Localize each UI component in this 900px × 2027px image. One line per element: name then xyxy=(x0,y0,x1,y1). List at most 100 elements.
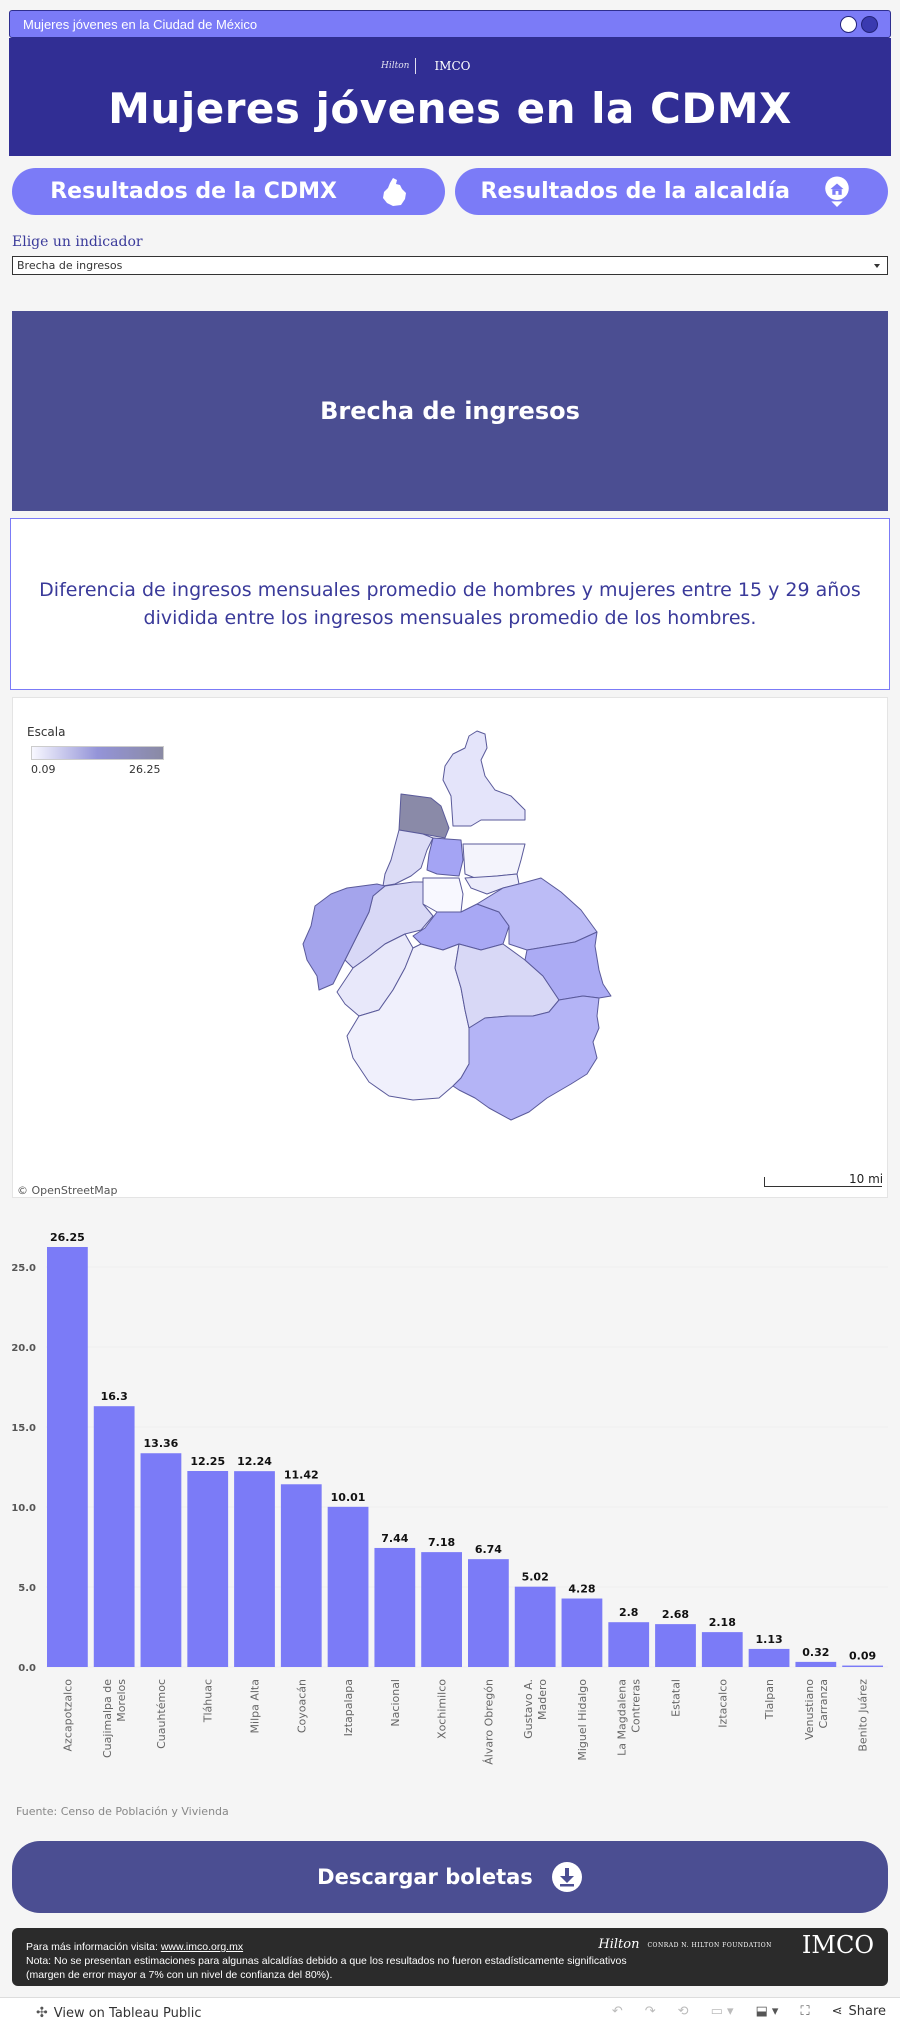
bar[interactable] xyxy=(280,1484,322,1667)
legend-max-label: 26.25 xyxy=(129,763,161,776)
view-on-tableau-label: View on Tableau Public xyxy=(53,2005,202,2021)
header-logos: Hilton IMCO xyxy=(381,58,470,74)
bar[interactable] xyxy=(93,1406,135,1667)
window-title: Mujeres jóvenes en la Ciudad de México xyxy=(23,16,258,32)
download-reports-button[interactable]: Descargar boletas xyxy=(12,1841,888,1913)
bar[interactable] xyxy=(748,1648,790,1667)
map-attribution[interactable]: © OpenStreetMap xyxy=(17,1184,118,1197)
map-region-venustiano-carranza xyxy=(462,843,526,879)
bar-value-label: 7.18 xyxy=(428,1536,455,1549)
bar-value-label: 26.25 xyxy=(50,1231,85,1244)
bar[interactable] xyxy=(47,1247,88,1667)
y-tick-label: 15.0 xyxy=(11,1423,36,1434)
alcaldias-map-shapes[interactable] xyxy=(13,698,889,1199)
bar-value-label: 11.42 xyxy=(284,1468,319,1481)
bar[interactable] xyxy=(561,1598,603,1667)
indicator-selector-label: Elige un indicador xyxy=(12,234,143,250)
undo-icon[interactable]: ↶ xyxy=(611,2004,623,2019)
x-tick-label: Azcapotzalco xyxy=(61,1679,74,1752)
bar[interactable] xyxy=(234,1471,275,1667)
bar[interactable] xyxy=(842,1665,883,1667)
view-on-tableau-link[interactable]: ✣ View on Tableau Public xyxy=(36,2005,201,2021)
x-tick-label: La MagdalenaContreras xyxy=(616,1679,643,1756)
footer-logos: Hilton CONRAD N. HILTON FOUNDATION IMCO xyxy=(598,1933,874,1957)
light-toggle-icon[interactable] xyxy=(840,16,857,33)
imco-website-link[interactable]: www.imco.org.mx xyxy=(160,1941,244,1953)
legend-min-label: 0.09 xyxy=(31,763,56,776)
bar[interactable] xyxy=(514,1586,556,1667)
footer-info-prefix: Para más información visita: xyxy=(26,1941,161,1953)
bar[interactable] xyxy=(608,1622,650,1667)
legend-title: Escala xyxy=(27,725,66,739)
bar-value-label: 13.36 xyxy=(144,1437,179,1450)
income-gap-bar-chart[interactable]: 0.0 5.0 10.0 15.0 20.0 25.0 26.25 Azcapotzalco 1… xyxy=(0,1205,900,1765)
cdmx-results-button[interactable]: Resultados de la CDMX xyxy=(12,168,445,215)
download-menu-icon[interactable]: ⬓ ▾ xyxy=(755,2004,779,2019)
legend-gradient xyxy=(31,746,164,760)
bar-value-label: 6.74 xyxy=(475,1543,502,1556)
bar[interactable] xyxy=(468,1559,509,1667)
bar-value-label: 5.02 xyxy=(522,1571,549,1584)
data-source: Fuente: Censo de Población y Vivienda xyxy=(16,1805,229,1818)
bar-value-label: 10.01 xyxy=(331,1491,366,1504)
indicator-title: Brecha de ingresos xyxy=(12,311,888,511)
share-icon: ⋖ xyxy=(831,2004,843,2019)
page-title: Mujeres jóvenes en la CDMX xyxy=(108,84,792,133)
alcaldia-results-button[interactable]: Resultados de la alcaldía xyxy=(455,168,888,215)
share-button[interactable]: ⋖ Share xyxy=(832,2004,886,2019)
choropleth-map[interactable]: Escala 0.09 26.25 © OpenStreetMap 10 mi xyxy=(12,697,888,1198)
pause-icon[interactable]: ▭ ▾ xyxy=(710,2004,734,2019)
window-controls xyxy=(840,16,878,33)
x-tick-label: Iztapalapa xyxy=(342,1679,355,1736)
bar[interactable] xyxy=(655,1624,696,1667)
chevron-down-icon[interactable] xyxy=(874,264,880,268)
map-scale-bar xyxy=(764,1177,882,1187)
map-region-miguel-hidalgo xyxy=(382,829,434,887)
x-tick-label: Milpa Alta xyxy=(249,1679,262,1733)
indicator-dropdown[interactable]: Brecha de ingresos xyxy=(12,256,888,275)
alcaldia-results-label: Resultados de la alcaldía xyxy=(480,179,790,204)
x-tick-label: Gustavo A.Madero xyxy=(522,1679,549,1739)
bar-value-label: 0.09 xyxy=(849,1650,876,1663)
bar[interactable] xyxy=(374,1547,416,1667)
bar[interactable] xyxy=(187,1471,229,1667)
bar[interactable] xyxy=(327,1506,369,1667)
dark-toggle-icon[interactable] xyxy=(861,16,878,33)
bar-value-label: 4.28 xyxy=(568,1583,595,1596)
map-region-milpa-alta xyxy=(452,995,600,1121)
bar-value-label: 2.68 xyxy=(662,1608,689,1621)
share-label: Share xyxy=(848,2004,886,2019)
indicator-dropdown-value: Brecha de ingresos xyxy=(17,259,123,272)
x-tick-label: Iztacalco xyxy=(716,1679,729,1728)
x-tick-label: Cuauhtémoc xyxy=(155,1679,168,1749)
bar[interactable] xyxy=(795,1661,837,1667)
x-tick-label: Álvaro Obregón xyxy=(482,1679,495,1765)
hilton-logo: Hilton xyxy=(381,58,417,74)
y-tick-label: 20.0 xyxy=(11,1343,36,1354)
x-tick-label: Xochimilco xyxy=(436,1679,449,1739)
x-tick-label: Benito Juárez xyxy=(857,1679,870,1752)
footer-note: Nota: No se presentan estimaciones para … xyxy=(26,1955,627,1981)
map-scale-label: 10 mi xyxy=(849,1172,884,1186)
map-region-cuauhtemoc xyxy=(426,837,464,877)
redo-icon[interactable]: ↷ xyxy=(644,2004,656,2019)
cdmx-results-label: Resultados de la CDMX xyxy=(50,179,337,204)
fullscreen-icon[interactable]: ⛶ xyxy=(800,2004,810,2019)
bar-value-label: 12.25 xyxy=(190,1455,225,1468)
y-tick-label: 0.0 xyxy=(18,1663,36,1674)
y-tick-label: 5.0 xyxy=(18,1583,36,1594)
x-tick-label: Estatal xyxy=(670,1679,683,1717)
download-icon xyxy=(551,1862,582,1892)
x-tick-label: Miguel Hidalgo xyxy=(576,1679,589,1761)
bar-value-label: 7.44 xyxy=(381,1532,408,1545)
bar[interactable] xyxy=(140,1453,182,1667)
indicator-description: Diferencia de ingresos mensuales promedi… xyxy=(10,518,890,690)
x-tick-label: VenustianoCarranza xyxy=(803,1679,830,1740)
x-tick-label: Cuajimalpa deMorelos xyxy=(101,1679,128,1758)
bar[interactable] xyxy=(701,1632,743,1667)
bar-value-label: 2.8 xyxy=(619,1606,639,1619)
tableau-logo-icon: ✣ xyxy=(36,2005,48,2021)
bar[interactable] xyxy=(421,1552,462,1667)
map-region-cuajimalpa xyxy=(302,883,386,991)
revert-icon[interactable]: ⟲ xyxy=(677,2004,689,2019)
